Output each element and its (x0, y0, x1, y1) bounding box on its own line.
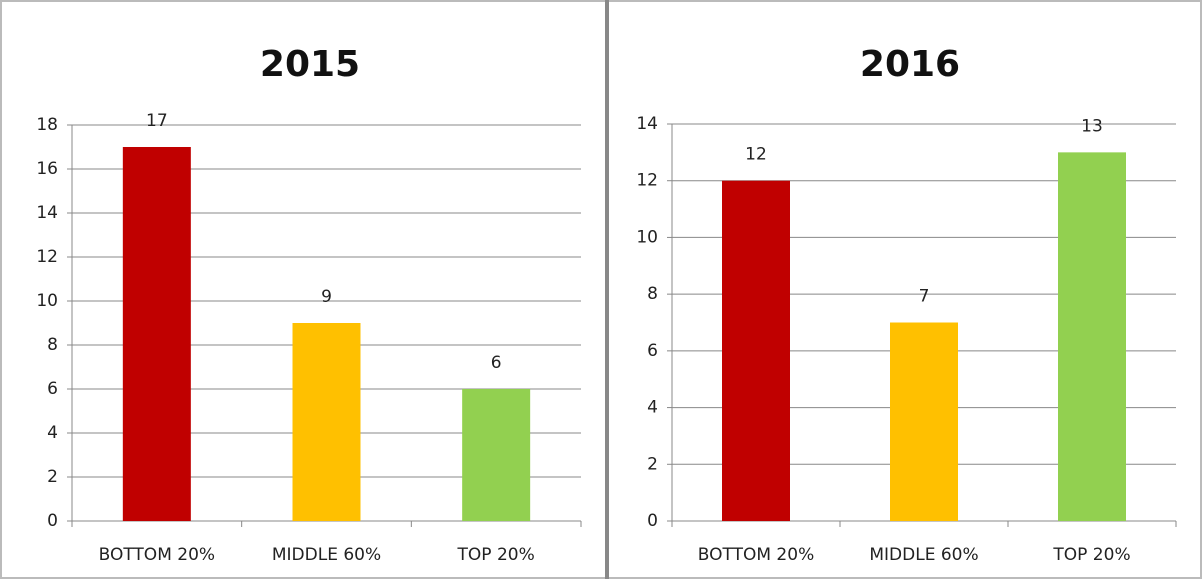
y-tick-label: 4 (47, 423, 58, 443)
y-tick-label: 12 (636, 171, 658, 191)
bar (722, 180, 790, 521)
data-label: 6 (491, 353, 502, 373)
y-tick-label: 0 (647, 511, 658, 531)
data-label: 17 (146, 111, 168, 131)
x-tick-label: MIDDLE 60% (272, 545, 381, 565)
data-label: 9 (321, 287, 332, 307)
y-tick-label: 18 (36, 115, 58, 135)
y-tick-label: 10 (636, 227, 658, 247)
y-tick-label: 2 (47, 467, 58, 487)
y-tick-label: 16 (36, 159, 58, 179)
y-tick-label: 10 (36, 291, 58, 311)
x-tick-label: BOTTOM 20% (99, 545, 215, 565)
bar (292, 323, 361, 521)
y-tick-label: 14 (36, 203, 58, 223)
y-tick-label: 6 (47, 379, 58, 399)
chart-title: 2015 (260, 44, 360, 85)
bar (1058, 152, 1126, 521)
y-tick-label: 12 (36, 247, 58, 267)
x-tick-label: BOTTOM 20% (698, 545, 814, 565)
data-label: 13 (1081, 116, 1103, 136)
y-tick-label: 8 (647, 284, 658, 304)
bar (890, 322, 958, 521)
x-tick-label: TOP 20% (1052, 545, 1130, 565)
y-tick-label: 2 (647, 454, 658, 474)
x-tick-label: TOP 20% (457, 545, 535, 565)
y-tick-label: 8 (47, 335, 58, 355)
y-tick-label: 4 (647, 398, 658, 418)
bar (122, 147, 191, 521)
x-tick-label: MIDDLE 60% (869, 545, 978, 565)
y-tick-label: 6 (647, 341, 658, 361)
data-label: 7 (919, 287, 930, 307)
bar (462, 389, 531, 521)
y-tick-label: 0 (47, 511, 58, 531)
y-tick-label: 14 (636, 114, 658, 134)
chart-title: 2016 (860, 44, 960, 85)
data-label: 12 (745, 145, 767, 165)
